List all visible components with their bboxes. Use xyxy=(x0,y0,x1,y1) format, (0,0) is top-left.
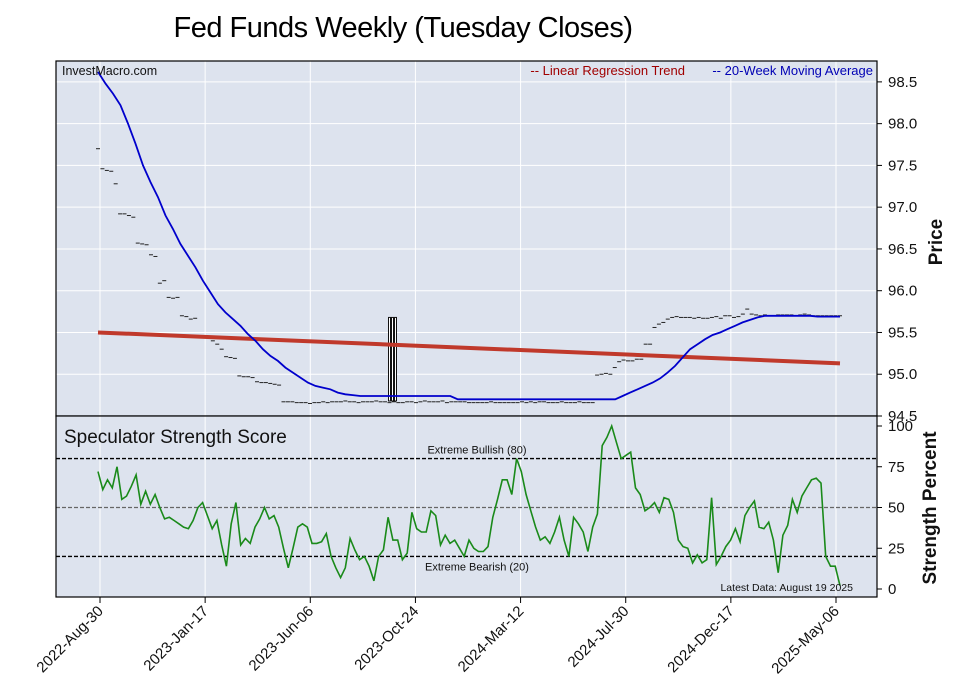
strength-panel-title: Speculator Strength Score xyxy=(64,427,287,448)
price-tick-label: 96.5 xyxy=(888,241,917,258)
price-tick-label: 95.5 xyxy=(888,324,917,341)
strength-score-line xyxy=(97,423,841,586)
price-tick-label: 97.5 xyxy=(888,157,917,174)
price-tick-label: 97.0 xyxy=(888,199,917,216)
price-spike-candle xyxy=(388,316,391,402)
date-tick-label: 2023-Oct-24 xyxy=(351,603,422,674)
price-panel xyxy=(56,61,877,416)
price-tick-label: 96.0 xyxy=(888,283,917,300)
strength-gridlines xyxy=(99,416,837,597)
price-axis-ticks: 94.5 95.0 95.5 96.0 96.5 97.0 97.5 98.0 98.5 xyxy=(877,74,917,425)
strength-panel xyxy=(56,416,877,597)
price-tick-label: 95.0 xyxy=(888,366,917,383)
date-tick-label: 2022-Aug-30 xyxy=(33,603,106,676)
price-tick-label: 98.0 xyxy=(888,116,917,133)
chart-title: Fed Funds Weekly (Tuesday Closes) xyxy=(173,12,633,44)
extreme-bullish-label: Extreme Bullish (80) xyxy=(427,445,526,457)
regression-trend-line xyxy=(97,330,841,366)
price-spike-candle xyxy=(391,316,394,402)
strength-tick-label: 0 xyxy=(888,581,896,598)
legend-regression: -- Linear Regression Trend xyxy=(530,63,685,78)
legend-moving-average: -- 20-Week Moving Average xyxy=(712,63,873,78)
source-label: InvestMacro.com xyxy=(62,64,157,78)
price-tick-label: 94.5 xyxy=(888,408,917,425)
strength-tick-label: 75 xyxy=(888,459,905,476)
strength-axis-ticks: 0 25 50 75 100 xyxy=(877,418,913,598)
date-tick-label: 2024-Jul-30 xyxy=(565,603,633,671)
strength-tick-label: 100 xyxy=(888,418,913,435)
price-tick-label: 98.5 xyxy=(888,74,917,91)
price-axis-label: Price xyxy=(926,219,947,265)
date-tick-label: 2023-Jan-17 xyxy=(140,603,212,675)
date-tick-label: 2024-Dec-17 xyxy=(664,603,737,676)
price-gridlines xyxy=(56,61,877,417)
date-axis-ticks: 2022-Aug-30 2023-Jan-17 2023-Jun-06 2023-Oc… xyxy=(33,597,843,678)
strength-tick-label: 25 xyxy=(888,540,905,557)
extreme-bearish-label: Extreme Bearish (20) xyxy=(425,561,529,573)
latest-data-label: Latest Data: August 19 2025 xyxy=(720,582,853,594)
strength-axis-label: Strength Percent xyxy=(920,431,941,585)
date-tick-label: 2025-May-06 xyxy=(768,603,843,678)
date-tick-label: 2024-Mar-12 xyxy=(455,603,528,676)
strength-tick-label: 50 xyxy=(888,500,905,517)
date-tick-label: 2023-Jun-06 xyxy=(246,603,318,675)
price-spike-candle xyxy=(394,316,397,402)
strength-panel-border xyxy=(55,415,878,598)
moving-average-line xyxy=(97,71,840,401)
